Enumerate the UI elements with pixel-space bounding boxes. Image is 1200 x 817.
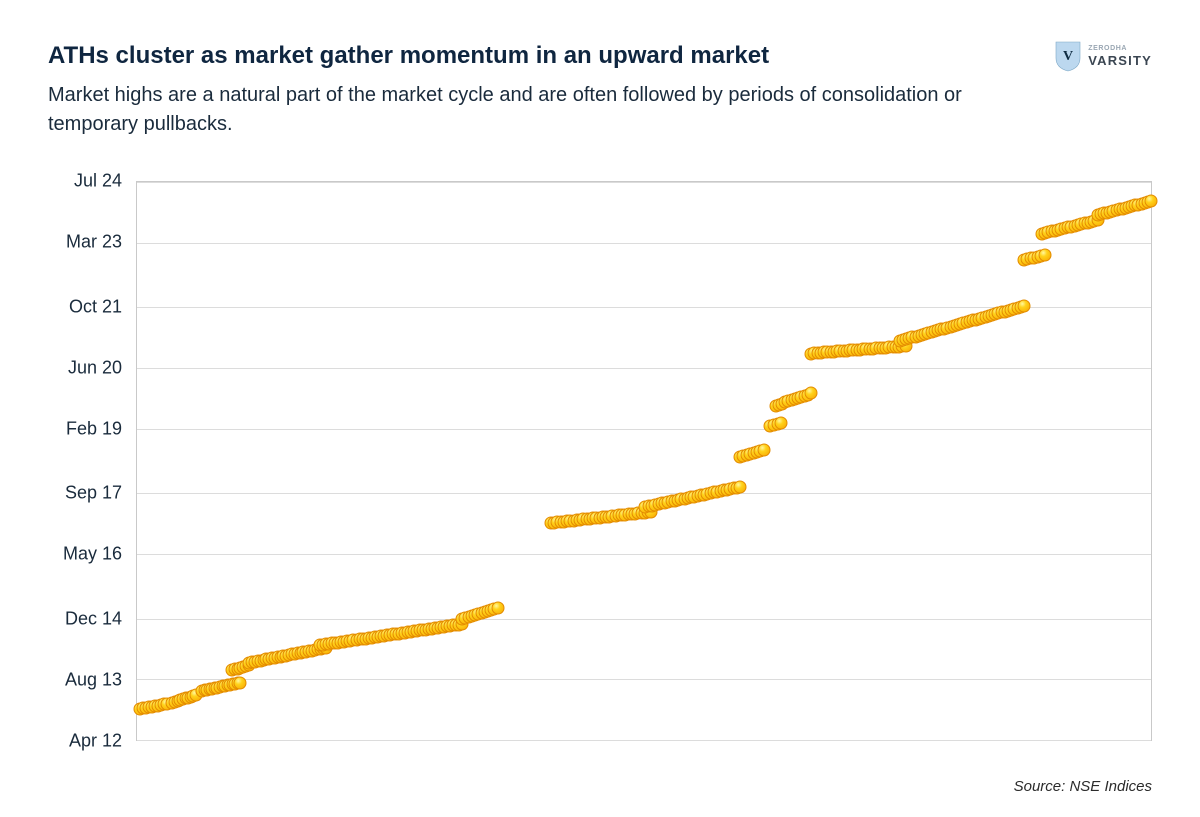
gridline [137, 368, 1151, 369]
ath-marker [775, 417, 788, 430]
ath-marker [1038, 249, 1051, 262]
gridline [137, 679, 1151, 680]
brand-big-text: VARSITY [1088, 54, 1152, 67]
varsity-shield-icon: V [1054, 40, 1082, 72]
y-tick-label: Jul 24 [74, 171, 122, 192]
gridline [137, 243, 1151, 244]
plot-area [136, 181, 1152, 741]
y-axis: Jul 24Mar 23Oct 21Jun 20Feb 19Sep 17May … [48, 181, 136, 741]
y-tick-label: Feb 19 [66, 418, 122, 439]
brand-small-text: ZERODHA [1088, 45, 1152, 52]
gridline [137, 554, 1151, 555]
chart-subtitle: Market highs are a natural part of the m… [48, 81, 998, 139]
gridline [137, 493, 1151, 494]
gridline [137, 182, 1151, 183]
y-tick-label: May 16 [63, 544, 122, 565]
y-tick-label: Sep 17 [65, 483, 122, 504]
source-attribution: Source: NSE Indices [1014, 778, 1152, 795]
ath-marker [805, 387, 818, 400]
scatter-chart: Jul 24Mar 23Oct 21Jun 20Feb 19Sep 17May … [48, 181, 1152, 741]
ath-marker [734, 480, 747, 493]
y-tick-label: Apr 12 [69, 731, 122, 752]
y-tick-label: Oct 21 [69, 296, 122, 317]
ath-marker [234, 676, 247, 689]
chart-title: ATHs cluster as market gather momentum i… [48, 40, 998, 71]
y-tick-label: Mar 23 [66, 232, 122, 253]
ath-marker [491, 601, 504, 614]
gridline [137, 429, 1151, 430]
ath-marker [1145, 195, 1158, 208]
y-tick-label: Dec 14 [65, 609, 122, 630]
y-tick-label: Aug 13 [65, 670, 122, 691]
y-tick-label: Jun 20 [68, 357, 122, 378]
svg-text:V: V [1063, 49, 1073, 64]
gridline [137, 740, 1151, 741]
brand-logo: V ZERODHA VARSITY [1054, 40, 1152, 72]
ath-marker [1017, 300, 1030, 313]
gridline [137, 619, 1151, 620]
ath-marker [757, 443, 770, 456]
